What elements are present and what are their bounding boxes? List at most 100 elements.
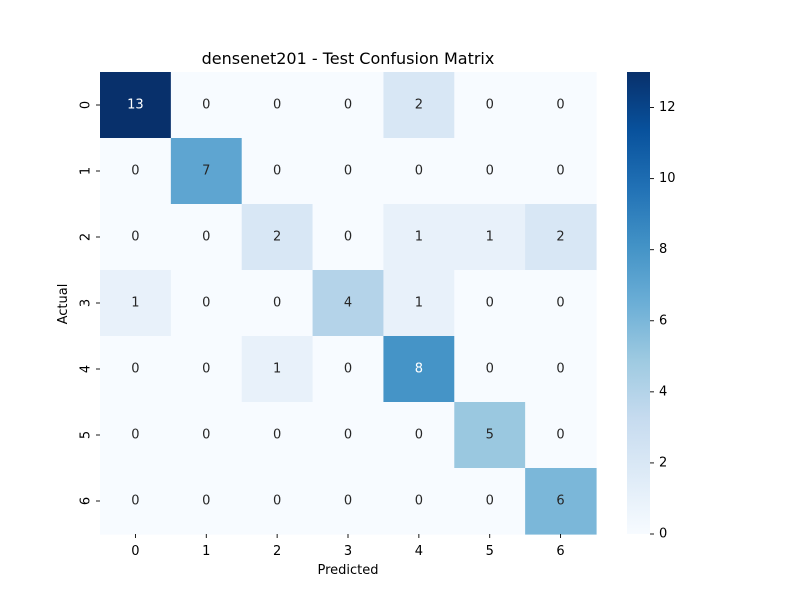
heatmap-cell xyxy=(100,336,172,403)
heatmap-cell xyxy=(454,72,526,139)
heatmap-cell xyxy=(312,72,385,139)
heatmap-cell xyxy=(170,204,243,271)
heatmap-cell xyxy=(525,402,597,469)
heatmap-cell xyxy=(241,402,314,469)
cell-value-label: 0 xyxy=(344,230,352,245)
cell-value-label: 0 xyxy=(202,98,210,113)
cell-value-label: 0 xyxy=(556,428,564,443)
heatmap-cell xyxy=(312,336,385,403)
heatmap-cell xyxy=(241,336,314,403)
colorbar-tick-label: 4 xyxy=(659,384,667,399)
cell-value-label: 0 xyxy=(131,362,139,377)
cell-value-label: 0 xyxy=(486,164,494,179)
y-tick-label: 3 xyxy=(79,299,94,307)
heatmap-cell xyxy=(312,270,385,337)
chart-title: densenet201 - Test Confusion Matrix xyxy=(202,49,495,68)
heatmap-cell xyxy=(100,204,172,271)
x-tick-label: 0 xyxy=(131,544,139,559)
cell-value-label: 0 xyxy=(556,98,564,113)
x-tick-label: 3 xyxy=(344,544,352,559)
cell-value-label: 6 xyxy=(556,494,564,509)
heatmap-cell xyxy=(525,336,597,403)
y-axis: 0 1 2 3 4 5 6 xyxy=(79,101,100,505)
x-axis-label: Predicted xyxy=(317,563,378,578)
cell-value-label: 5 xyxy=(486,428,494,443)
cell-value-label: 0 xyxy=(202,296,210,311)
cell-value-label: 0 xyxy=(273,428,281,443)
heatmap-cell xyxy=(170,402,243,469)
cell-value-label: 0 xyxy=(344,362,352,377)
cell-value-label: 0 xyxy=(415,428,423,443)
colorbar-tick-label: 12 xyxy=(659,100,676,115)
cell-value-label: 1 xyxy=(415,296,423,311)
colorbar: 0 2 4 6 8 10 12 xyxy=(627,72,676,542)
heatmap-cell xyxy=(170,336,243,403)
cell-value-label: 0 xyxy=(131,428,139,443)
colorbar-tick-label: 6 xyxy=(659,313,667,328)
cell-value-label: 0 xyxy=(273,296,281,311)
cell-value-label: 0 xyxy=(415,494,423,509)
heatmap-cell xyxy=(454,204,526,271)
cell-value-label: 0 xyxy=(273,494,281,509)
cell-value-label: 0 xyxy=(556,362,564,377)
heatmap-cell xyxy=(525,270,597,337)
heatmap-cell xyxy=(383,138,455,205)
heatmap-cell xyxy=(312,468,385,535)
heatmap-cell xyxy=(170,72,243,139)
heatmap-cell xyxy=(383,468,455,535)
cell-value-label: 0 xyxy=(556,164,564,179)
heatmap-cell xyxy=(170,270,243,337)
heatmap-cell xyxy=(100,72,172,139)
cell-value-label: 0 xyxy=(131,494,139,509)
y-tick-label: 5 xyxy=(79,431,94,439)
heatmap-cell xyxy=(170,468,243,535)
heatmap-cell xyxy=(100,138,172,205)
cell-value-label: 0 xyxy=(344,98,352,113)
x-tick-label: 5 xyxy=(486,544,494,559)
heatmap-cell xyxy=(383,204,455,271)
cell-value-label: 0 xyxy=(344,428,352,443)
cell-value-label: 0 xyxy=(202,494,210,509)
heatmap-cell xyxy=(241,138,314,205)
heatmap-cell xyxy=(525,468,597,535)
heatmap-cells xyxy=(100,72,597,535)
colorbar-tick-label: 10 xyxy=(659,171,676,186)
colorbar-tick-label: 0 xyxy=(659,527,667,542)
x-tick-label: 6 xyxy=(556,544,564,559)
y-axis-label: Actual xyxy=(56,284,71,325)
heatmap-cell xyxy=(383,72,455,139)
heatmap-cell xyxy=(383,336,455,403)
cell-value-label: 0 xyxy=(131,230,139,245)
cell-value-labels: 13 0 0 0 2 0 0 0 7 0 0 0 0 0 0 0 2 0 1 1 2 1 0 0 4 1 0 0 0 0 1 0 8 0 0 0 0 0 0… xyxy=(127,98,565,509)
y-tick-label: 6 xyxy=(79,497,94,505)
x-tick-label: 2 xyxy=(273,544,281,559)
heatmap-cell xyxy=(454,468,526,535)
cell-value-label: 4 xyxy=(344,296,352,311)
cell-value-label: 0 xyxy=(486,362,494,377)
heatmap-cell xyxy=(383,270,455,337)
cell-value-label: 1 xyxy=(273,362,281,377)
cell-value-label: 0 xyxy=(344,164,352,179)
cell-value-label: 13 xyxy=(127,98,144,113)
heatmap-cell xyxy=(241,468,314,535)
heatmap-cell xyxy=(100,468,172,535)
heatmap-cell xyxy=(241,204,314,271)
x-axis: 0 1 2 3 4 5 6 xyxy=(131,534,565,559)
colorbar-tick-label: 2 xyxy=(659,455,667,470)
cell-value-label: 0 xyxy=(344,494,352,509)
heatmap-cell xyxy=(454,402,526,469)
cell-value-label: 0 xyxy=(273,98,281,113)
heatmap-cell xyxy=(454,270,526,337)
cell-value-label: 1 xyxy=(415,230,423,245)
y-tick-label: 4 xyxy=(79,365,94,373)
cell-value-label: 2 xyxy=(415,98,423,113)
colorbar-tick-label: 8 xyxy=(659,242,667,257)
cell-value-label: 0 xyxy=(202,362,210,377)
cell-value-label: 7 xyxy=(202,164,210,179)
heatmap-cell xyxy=(312,204,385,271)
cell-value-label: 1 xyxy=(131,296,139,311)
cell-value-label: 0 xyxy=(131,164,139,179)
cell-value-label: 0 xyxy=(273,164,281,179)
